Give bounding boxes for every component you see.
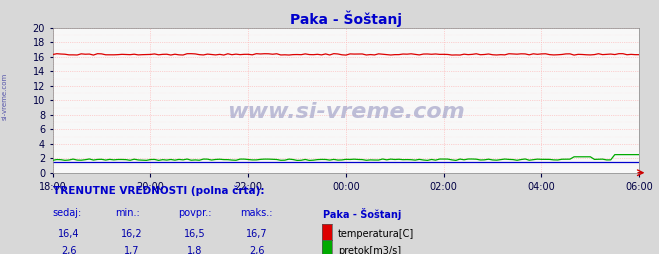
Text: si-vreme.com: si-vreme.com [2, 73, 8, 120]
Text: sedaj:: sedaj: [53, 208, 82, 218]
Text: 1,8: 1,8 [186, 246, 202, 254]
Text: maks.:: maks.: [241, 208, 273, 218]
Text: temperatura[C]: temperatura[C] [338, 229, 415, 239]
Text: www.si-vreme.com: www.si-vreme.com [227, 102, 465, 122]
Text: 16,2: 16,2 [121, 229, 142, 239]
Text: 2,6: 2,6 [249, 246, 265, 254]
Text: Paka - Šoštanj: Paka - Šoštanj [323, 208, 401, 220]
Title: Paka - Šoštanj: Paka - Šoštanj [290, 10, 402, 27]
Text: 16,7: 16,7 [246, 229, 268, 239]
Text: 16,5: 16,5 [184, 229, 205, 239]
Text: pretok[m3/s]: pretok[m3/s] [338, 246, 401, 254]
Text: TRENUTNE VREDNOSTI (polna črta):: TRENUTNE VREDNOSTI (polna črta): [53, 185, 264, 196]
Text: 2,6: 2,6 [61, 246, 77, 254]
Text: min.:: min.: [115, 208, 140, 218]
Text: 1,7: 1,7 [124, 246, 140, 254]
Text: povpr.:: povpr.: [178, 208, 212, 218]
Text: 16,4: 16,4 [59, 229, 80, 239]
